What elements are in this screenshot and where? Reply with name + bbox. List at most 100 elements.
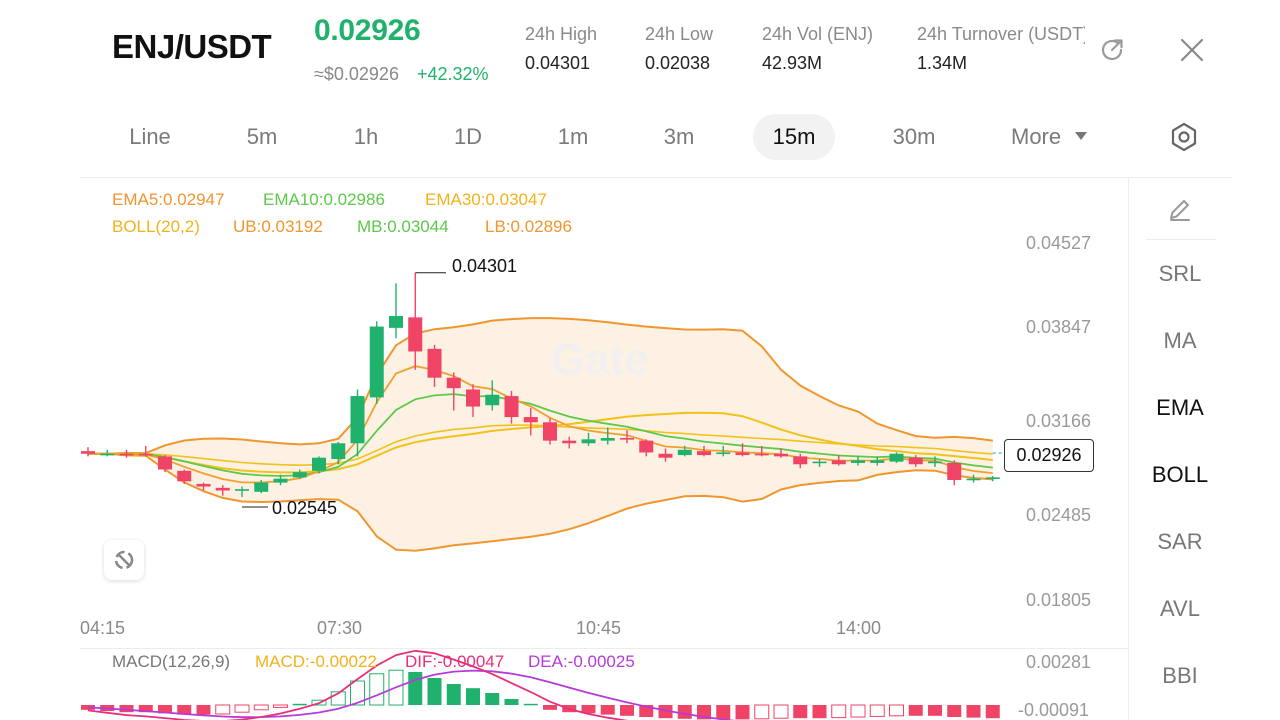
macd-bar — [754, 704, 770, 720]
macd-bar — [543, 705, 557, 710]
macd-bar — [311, 699, 327, 706]
candle-body — [600, 438, 615, 441]
stat-volume-value: 42.93M — [762, 53, 823, 73]
gear-hexagon-icon[interactable] — [1168, 121, 1200, 153]
macd-bar — [947, 705, 962, 717]
legend-ema10: EMA10:0.02986 — [263, 190, 385, 209]
macd-axis-label: 0.00281 — [1026, 652, 1092, 672]
time-axis-label: 07:30 — [317, 618, 363, 638]
macd-bar — [234, 704, 250, 713]
tab-15m[interactable]: 15m — [753, 114, 835, 160]
candle-body — [215, 487, 230, 491]
candle-body — [292, 472, 307, 478]
indicator-sar[interactable]: SAR — [1157, 529, 1203, 554]
candle-body — [812, 461, 827, 464]
candle-body — [774, 453, 788, 457]
indicator-ma[interactable]: MA — [1163, 328, 1197, 353]
stat-low-value: 0.02038 — [645, 53, 711, 73]
macd-bar — [812, 705, 827, 719]
macd-bar — [620, 705, 634, 716]
candle-body — [119, 453, 134, 456]
tab-1d[interactable]: 1D — [453, 124, 483, 149]
price-axis-label: 0.03166 — [1026, 411, 1092, 431]
ema10-line — [88, 393, 993, 477]
tab-line[interactable]: Line — [129, 124, 171, 149]
macd-bar — [677, 705, 692, 719]
tab-more[interactable]: More — [1011, 124, 1062, 149]
panel-divider — [1146, 239, 1216, 240]
indicator-boll[interactable]: BOLL — [1151, 462, 1209, 487]
macd-divider — [80, 648, 1128, 649]
caret-down-icon — [1075, 132, 1087, 140]
indicator-bbi[interactable]: BBI — [1162, 663, 1198, 688]
macd-bar — [773, 704, 789, 719]
macd-bar — [658, 705, 673, 719]
candle-body — [908, 457, 923, 465]
boll-band-fill — [88, 318, 993, 551]
candle-body — [138, 453, 153, 456]
candle-body — [369, 326, 384, 398]
candle-body — [273, 478, 288, 483]
legend-boll-mb: MB:0.03044 — [357, 217, 449, 236]
tab-1m[interactable]: 1m — [557, 124, 589, 149]
candle-body — [81, 451, 95, 454]
macd-bar — [581, 705, 596, 714]
tabs-divider — [80, 177, 1232, 178]
legend-boll-lb: LB:0.02896 — [485, 217, 572, 236]
drawing-tool-button[interactable] — [104, 540, 144, 580]
macd-bar — [966, 705, 981, 718]
indicator-avl[interactable]: AVL — [1160, 596, 1200, 621]
time-axis-label: 14:00 — [836, 618, 882, 638]
tab-30m[interactable]: 30m — [892, 124, 936, 149]
candle-body — [966, 478, 981, 481]
candle-body — [158, 456, 172, 470]
macd-bar — [600, 705, 615, 715]
macd-bar — [928, 705, 942, 716]
macd-bar — [138, 705, 153, 713]
macd-bar — [215, 704, 231, 715]
legend-ema5: EMA5:0.02947 — [112, 190, 225, 209]
macd-bar — [985, 705, 1000, 719]
candle-body — [504, 396, 519, 418]
macd-bar — [523, 703, 538, 706]
tab-5m[interactable]: 5m — [246, 124, 278, 149]
candle-body — [466, 389, 480, 407]
tab-1h[interactable]: 1h — [353, 124, 379, 149]
candlestick-chart[interactable]: Gate — [0, 0, 1128, 720]
time-axis-label: 10:45 — [576, 618, 622, 638]
legend-ema30: EMA30:0.03047 — [425, 190, 547, 209]
macd-bar — [330, 691, 346, 706]
indicator-srl[interactable]: SRL — [1158, 261, 1202, 286]
candle-body — [928, 461, 942, 464]
candle-body — [735, 452, 750, 456]
candle-body — [100, 453, 115, 456]
candle-body — [485, 394, 500, 406]
stat-low-label: 24h Low — [645, 24, 714, 44]
candle-body — [235, 489, 249, 491]
candle-body — [947, 462, 962, 480]
candle-body — [350, 396, 365, 444]
rotate-icon — [114, 550, 134, 570]
share-icon[interactable] — [1098, 36, 1126, 64]
legend-boll-ub: UB:0.03192 — [233, 217, 323, 236]
candle-body — [446, 377, 461, 389]
macd-bar — [446, 684, 461, 705]
candle-body — [523, 417, 538, 423]
close-icon[interactable] — [1178, 36, 1206, 64]
tab-3m[interactable]: 3m — [663, 124, 695, 149]
candle-body — [427, 348, 442, 378]
macd-bar — [831, 704, 847, 719]
candle-body — [312, 457, 326, 471]
indicator-ema[interactable]: EMA — [1156, 395, 1204, 420]
ema30-line — [88, 424, 993, 467]
legend-dea: DEA:-0.00025 — [528, 652, 635, 671]
legend-macd: MACD:-0.00022 — [255, 652, 377, 671]
macd-bar — [273, 704, 288, 708]
macd-bar — [716, 705, 731, 720]
macd-bar — [908, 705, 923, 716]
pencil-icon[interactable] — [1166, 195, 1194, 223]
dea-line — [87, 669, 736, 720]
macd-bar — [196, 705, 211, 715]
macd-axis-label: -0.00091 — [1018, 700, 1090, 720]
candle-body — [870, 460, 885, 463]
